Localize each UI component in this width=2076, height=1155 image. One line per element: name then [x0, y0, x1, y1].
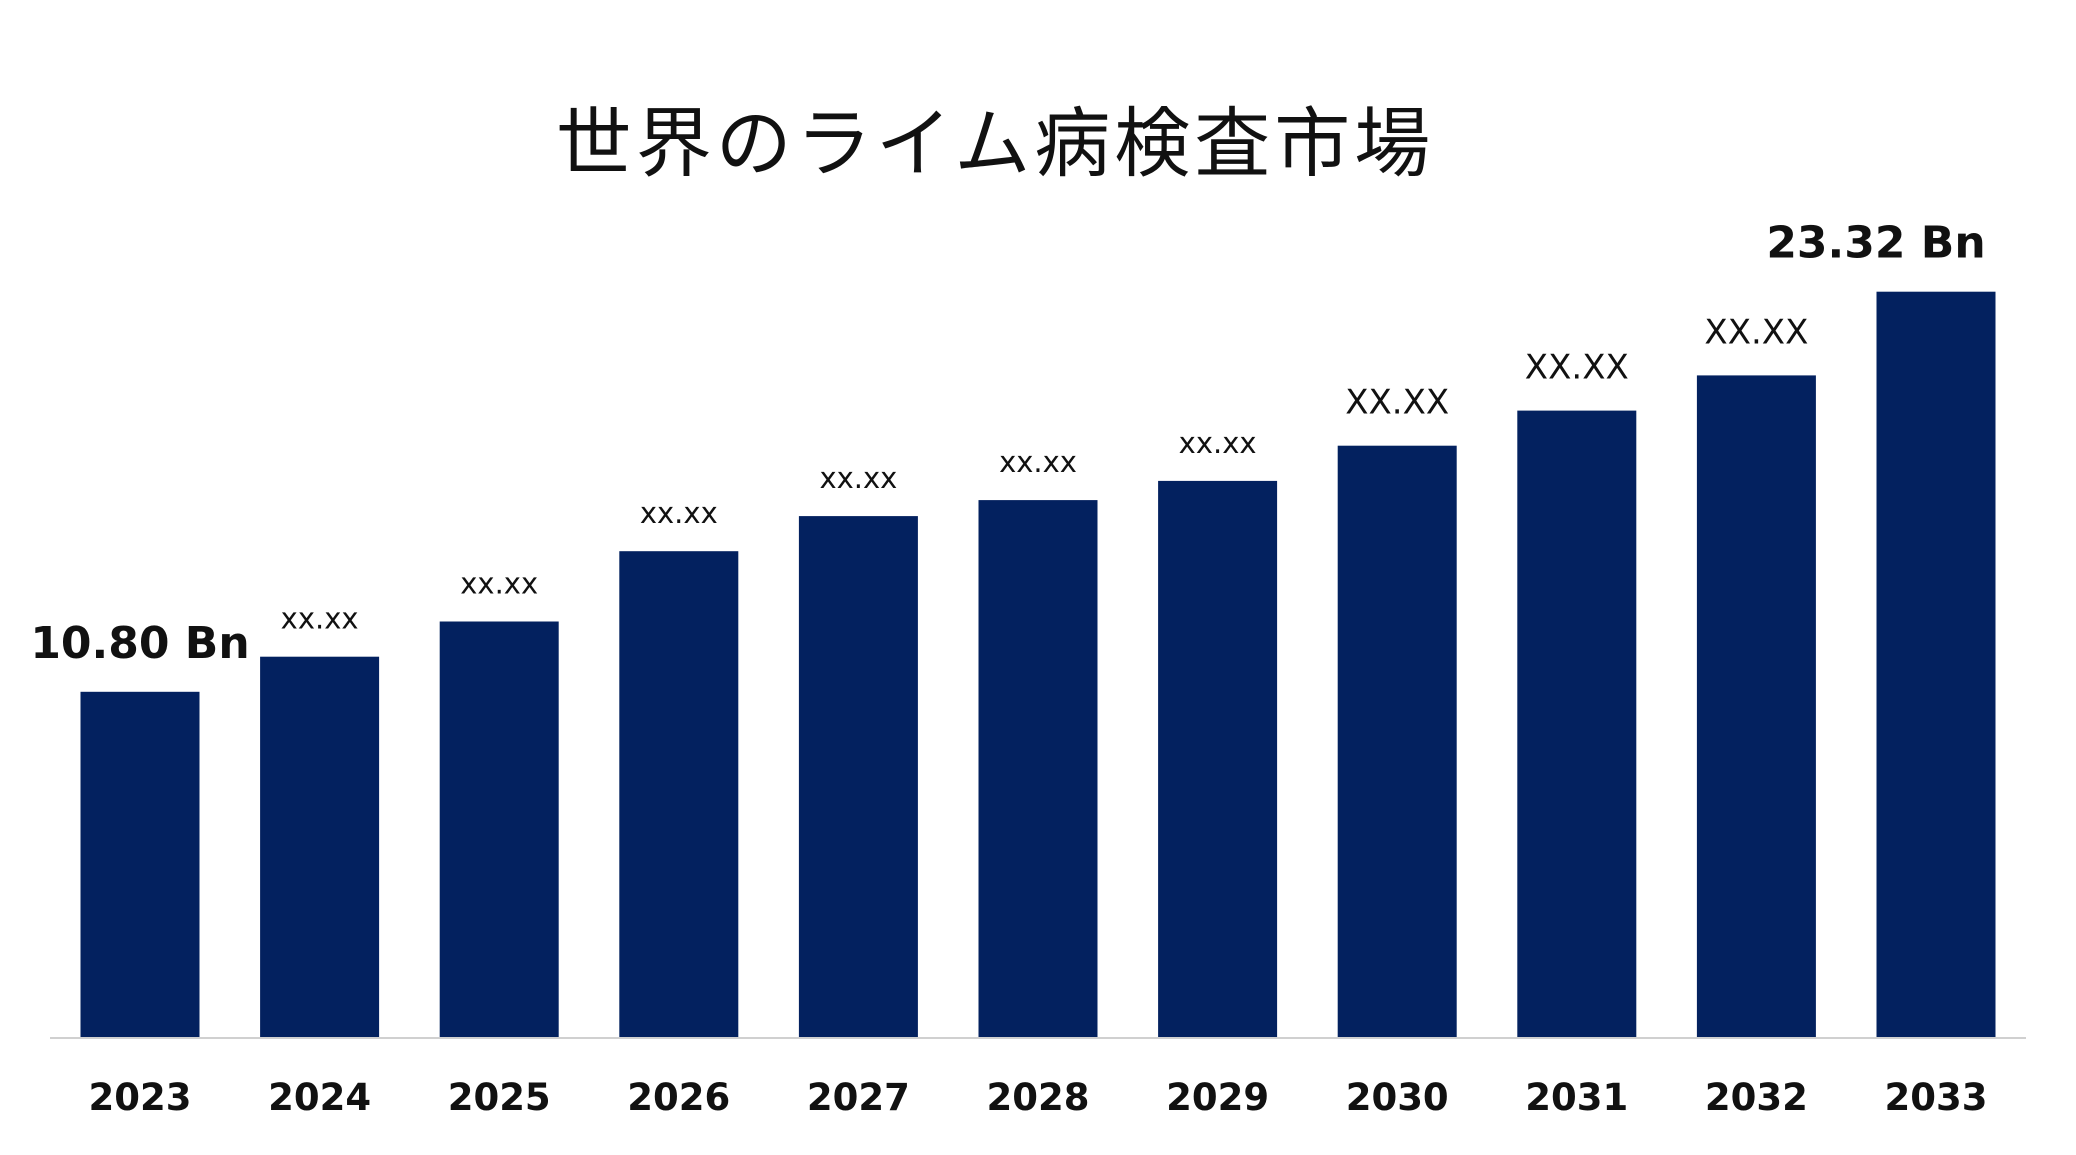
bar-2033 [1876, 291, 1996, 1037]
bar-2029 [1158, 480, 1278, 1037]
data-label-2027: xx.xx [819, 461, 897, 495]
data-label-2031: XX.XX [1525, 348, 1629, 388]
x-tick-label-2023: 2023 [89, 1076, 192, 1119]
data-label-2032: XX.XX [1704, 312, 1808, 352]
data-label-2026: xx.xx [640, 496, 718, 530]
x-tick-label-2030: 2030 [1346, 1076, 1449, 1119]
x-tick-labels-layer: 2023 2024 2025 2026 2027 2028 2029 2030 2031 2032… [89, 1076, 1988, 1119]
bar-2023 [80, 691, 200, 1037]
data-labels-layer: 10.80 Bn xx.xx xx.xx xx.xx xx.xx xx.xx xx.xx XX… [30, 218, 1985, 669]
x-tick-label-2032: 2032 [1705, 1076, 1808, 1119]
x-tick-label-2025: 2025 [448, 1076, 551, 1119]
data-label-2028: xx.xx [999, 445, 1077, 479]
chart-title: 世界のライム病検査市場 [555, 99, 1435, 188]
bar-2030 [1337, 445, 1457, 1037]
bars-layer [80, 291, 1996, 1038]
bar-2024 [260, 656, 380, 1037]
x-tick-label-2026: 2026 [627, 1076, 730, 1119]
data-label-2025: xx.xx [460, 567, 538, 601]
bar-2026 [619, 551, 739, 1037]
x-tick-label-2027: 2027 [807, 1076, 910, 1119]
bar-2028 [978, 500, 1098, 1038]
x-tick-label-2033: 2033 [1885, 1076, 1988, 1119]
data-label-2030: XX.XX [1345, 383, 1449, 423]
x-tick-label-2028: 2028 [987, 1076, 1090, 1119]
x-tick-label-2024: 2024 [268, 1076, 371, 1119]
bar-2031 [1517, 410, 1637, 1038]
bar-2025 [439, 621, 559, 1037]
data-label-2024: xx.xx [281, 602, 359, 636]
bar-2027 [798, 516, 918, 1037]
data-label-2033: 23.32 Bn [1766, 218, 1985, 269]
x-tick-label-2031: 2031 [1525, 1076, 1628, 1119]
bar-2032 [1696, 375, 1816, 1037]
data-label-2029: xx.xx [1179, 426, 1257, 460]
data-label-2023: 10.80 Bn [30, 618, 249, 669]
x-tick-label-2029: 2029 [1166, 1076, 1269, 1119]
